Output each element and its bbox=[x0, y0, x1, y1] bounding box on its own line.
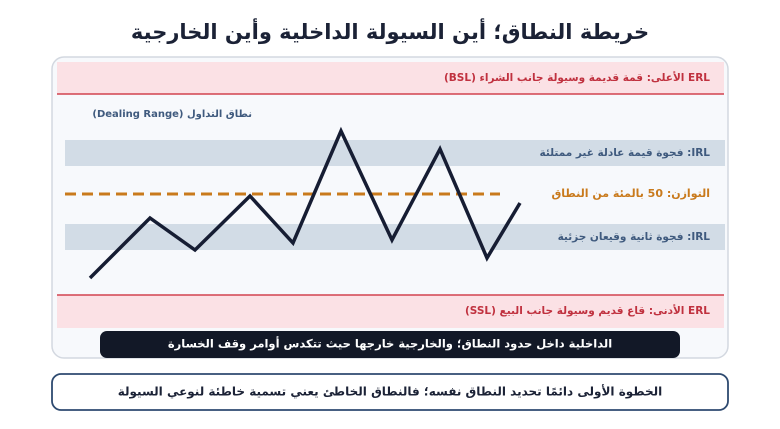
title: خريطة النطاق؛ أين السيولة الداخلية وأين … bbox=[131, 17, 649, 44]
irl-band-1 bbox=[65, 140, 725, 166]
caption-box bbox=[100, 331, 680, 358]
upper-erl-label: ERL الأعلى: قمة قديمة وسيولة جانب الشراء… bbox=[444, 71, 710, 84]
upper-erl-band bbox=[57, 62, 724, 94]
irl-label-2: IRL: فجوة ثانية وقيعان جزئية bbox=[558, 231, 711, 243]
caption: الداخلية داخل حدود النطاق؛ والخارجية خار… bbox=[168, 336, 612, 352]
footer-box bbox=[51, 373, 729, 411]
footer-note: الخطوة الأولى دائمًا تحديد النطاق نفسه؛ … bbox=[118, 384, 663, 400]
irl-label-1: IRL: فجوة قيمة عادلة غير ممتلئة bbox=[539, 147, 710, 159]
price-path bbox=[88, 126, 522, 280]
lower-erl-band bbox=[57, 295, 724, 328]
lower-erl-label: ERL الأدنى: قاع قديم وسيولة جانب البيع (… bbox=[465, 304, 710, 317]
equilibrium-label: التوازن: 50 بالمئة من النطاق bbox=[551, 187, 710, 200]
range-label: نطاق التداول (Dealing Range) bbox=[92, 109, 252, 120]
